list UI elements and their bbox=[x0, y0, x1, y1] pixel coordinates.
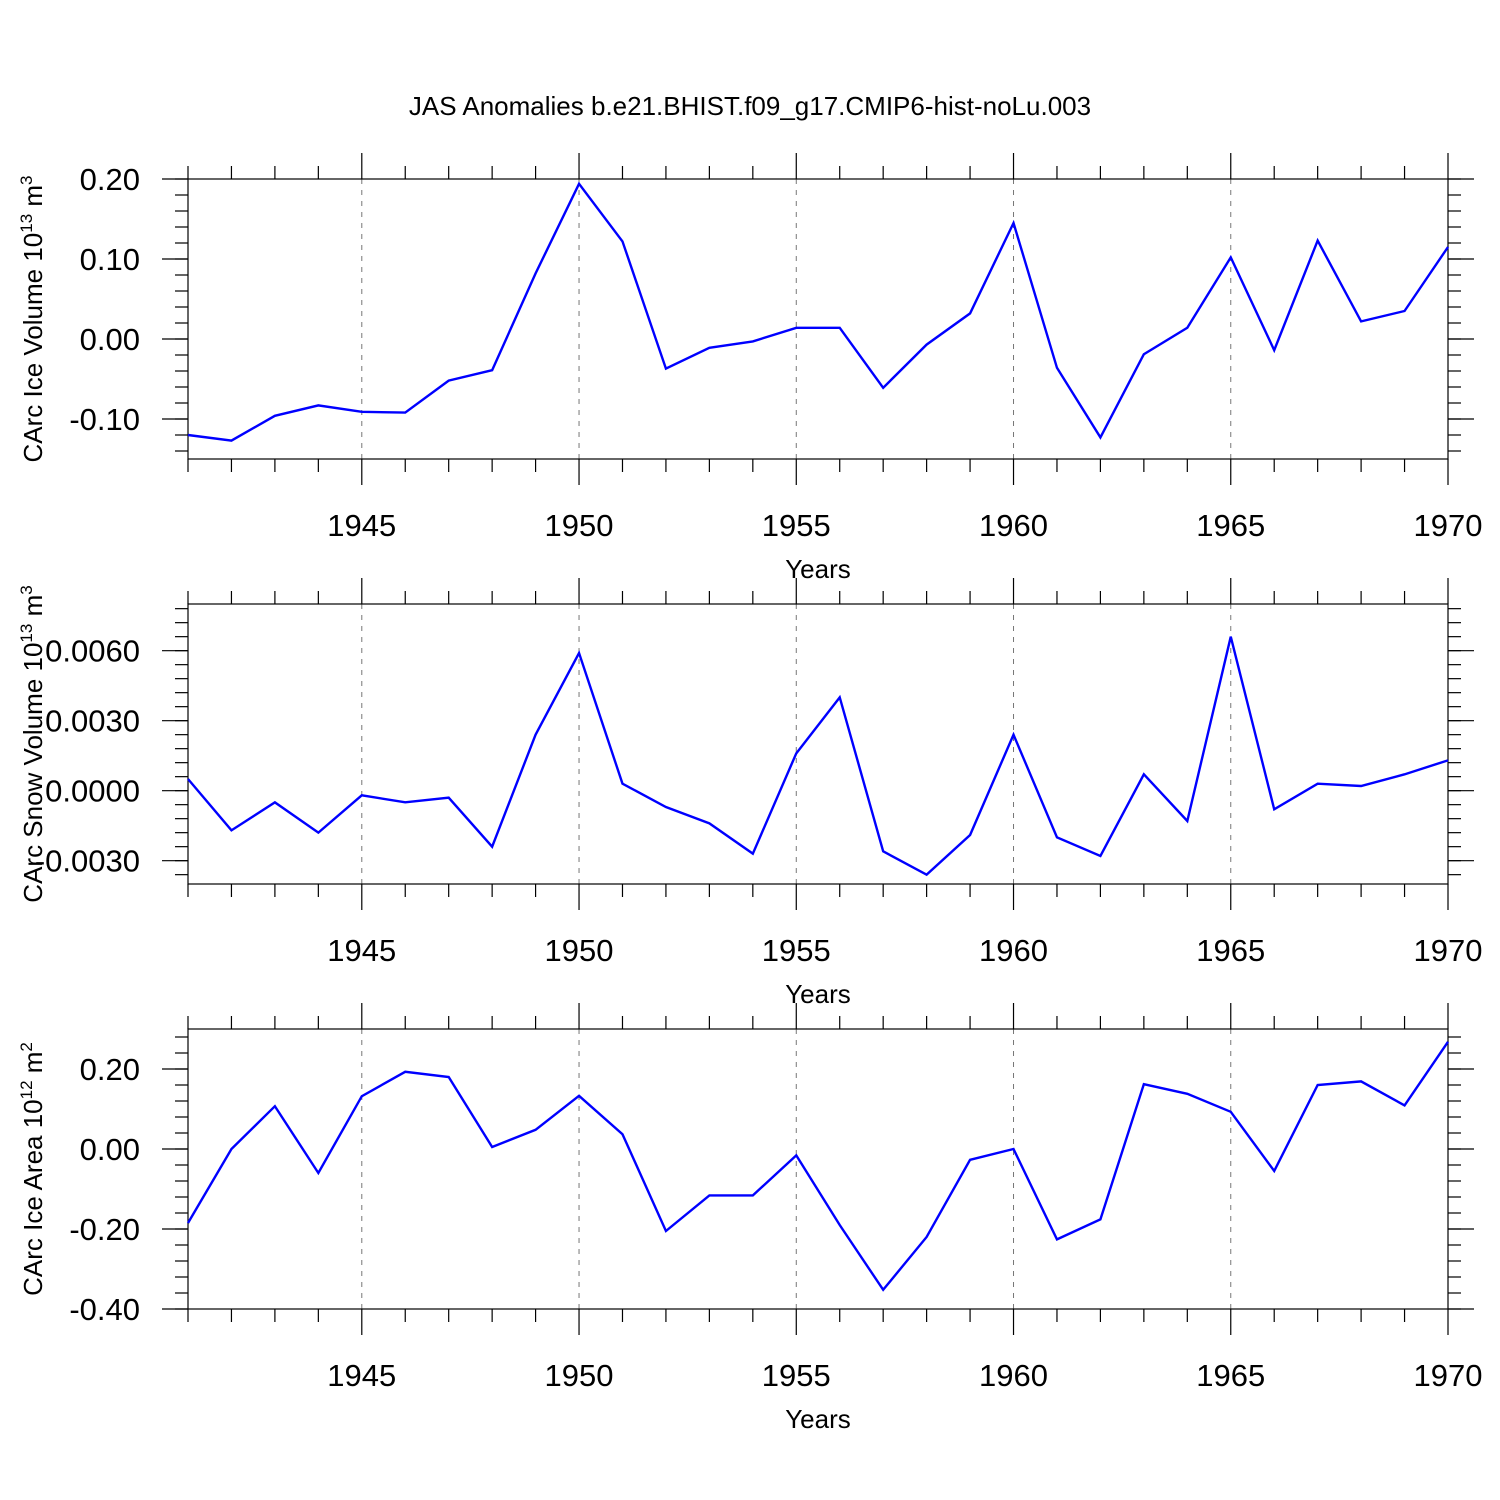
x-tick-label: 1965 bbox=[1196, 508, 1265, 543]
series-line bbox=[187, 181, 1449, 442]
x-tick-label: 1950 bbox=[545, 508, 614, 543]
x-axis-title: Years bbox=[785, 554, 851, 584]
x-tick-label: 1955 bbox=[762, 508, 831, 543]
x-tick-label: 1970 bbox=[1414, 933, 1483, 968]
y-tick-label: 0.0060 bbox=[45, 634, 140, 669]
y-tick-label: -0.0030 bbox=[35, 844, 140, 879]
x-axis-title: Years bbox=[785, 1404, 851, 1434]
plot-frame bbox=[187, 603, 1449, 885]
y-axis-title: CArc Ice Volume 1013 m3 bbox=[17, 175, 48, 462]
y-tick-label: 0.10 bbox=[80, 242, 140, 277]
x-tick-label: 1945 bbox=[327, 1358, 396, 1393]
x-tick-label: 1960 bbox=[979, 1358, 1048, 1393]
y-tick-label: 0.0000 bbox=[45, 774, 140, 809]
y-tick-label: 0.0030 bbox=[45, 704, 140, 739]
x-tick-label: 1945 bbox=[327, 508, 396, 543]
x-axis-title: Years bbox=[785, 979, 851, 1009]
x-tick-label: 1945 bbox=[327, 933, 396, 968]
y-tick-label: 0.00 bbox=[80, 1132, 140, 1167]
y-tick-label: 0.20 bbox=[80, 1052, 140, 1087]
x-tick-label: 1970 bbox=[1414, 1358, 1483, 1393]
y-axis-title: CArc Snow Volume 1013 m3 bbox=[17, 585, 48, 902]
x-tick-label: 1965 bbox=[1196, 1358, 1265, 1393]
y-tick-label: 0.20 bbox=[80, 162, 140, 197]
series-line bbox=[187, 636, 1449, 877]
x-tick-label: 1960 bbox=[979, 508, 1048, 543]
chart-panel-3: 0.20 0.00 -0.20 -0.40 1945 1950 1955 1960 1965 19… bbox=[17, 1003, 1482, 1434]
x-tick-label: 1955 bbox=[762, 933, 831, 968]
plot-frame bbox=[187, 1028, 1449, 1310]
plot-frame bbox=[187, 178, 1449, 460]
chart-title: JAS Anomalies b.e21.BHIST.f09_g17.CMIP6-… bbox=[409, 91, 1091, 121]
y-axis-title: CArc Ice Area 1012 m2 bbox=[17, 1042, 48, 1296]
chart-panel-2: 0.0060 0.0030 0.0000 -0.0030 1945 1950 1955 196… bbox=[17, 578, 1482, 1009]
series-line bbox=[186, 1041, 1449, 1292]
chart-panel-1: 0.20 0.10 0.00 -0.10 1945 1950 1955 1960 1965 197… bbox=[17, 153, 1482, 584]
x-tick-label: 1965 bbox=[1196, 933, 1265, 968]
y-tick-label: -0.10 bbox=[69, 402, 140, 437]
x-tick-label: 1950 bbox=[545, 933, 614, 968]
y-tick-label: 0.00 bbox=[80, 322, 140, 357]
x-tick-label: 1950 bbox=[545, 1358, 614, 1393]
x-tick-label: 1955 bbox=[762, 1358, 831, 1393]
x-tick-label: 1960 bbox=[979, 933, 1048, 968]
y-tick-label: -0.40 bbox=[69, 1292, 140, 1327]
chart-panels: 0.20 0.10 0.00 -0.10 1945 1950 1955 1960 1965 197… bbox=[17, 153, 1482, 1434]
x-tick-label: 1970 bbox=[1414, 508, 1483, 543]
y-tick-label: -0.20 bbox=[69, 1212, 140, 1247]
